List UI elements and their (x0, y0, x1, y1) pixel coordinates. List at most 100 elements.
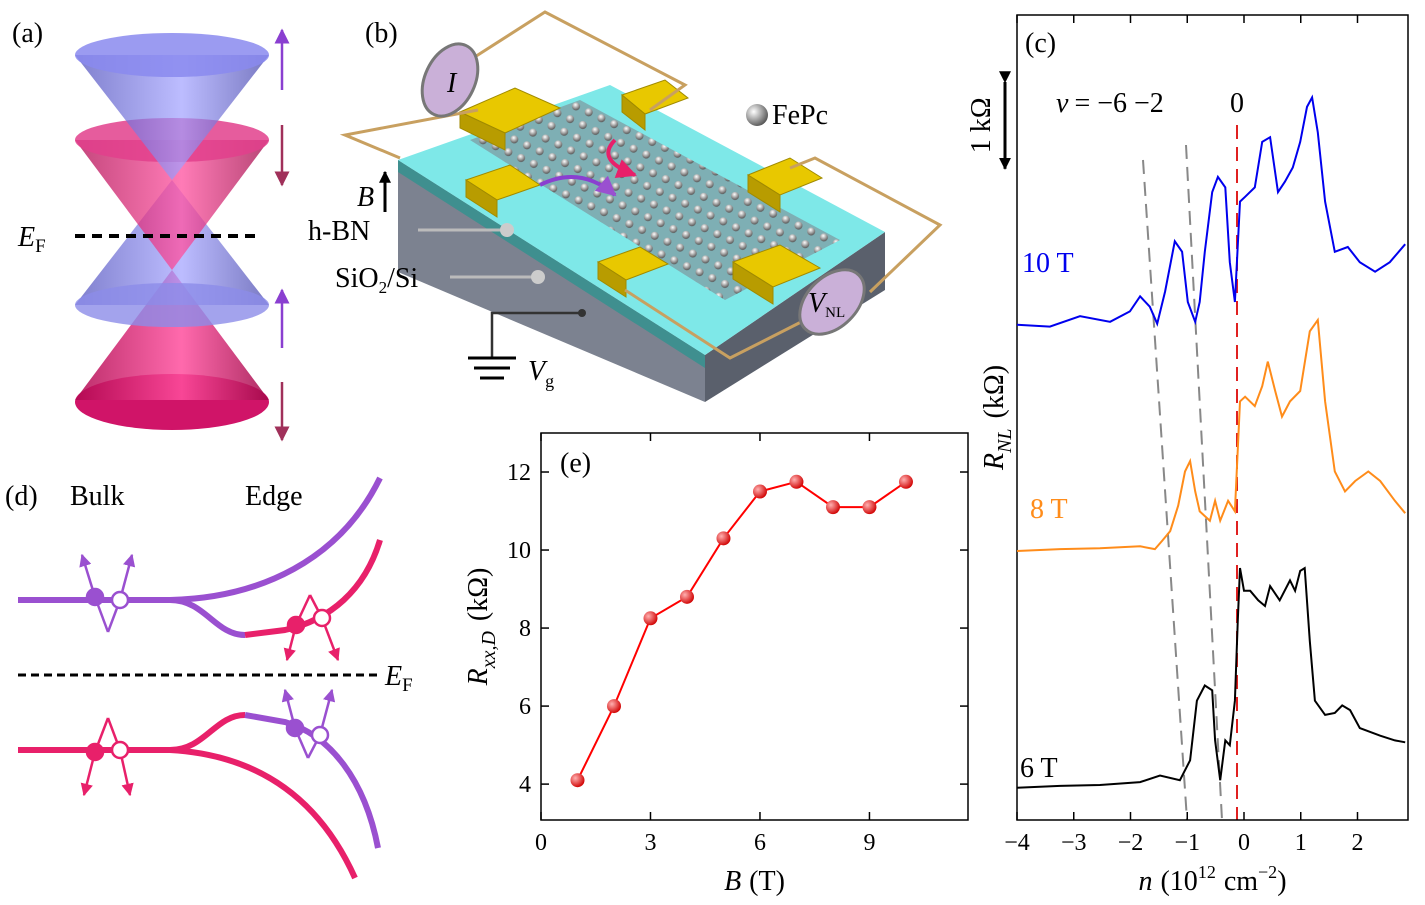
data-point (898, 474, 913, 489)
y-tick-label: 10 (507, 538, 531, 564)
x-tick-label: 3 (644, 830, 656, 856)
leader-dot (531, 270, 545, 284)
axis-label-part: (kΩ) (979, 365, 1010, 418)
y-tick-label: 6 (519, 694, 531, 720)
edge-label: Edge (245, 481, 303, 512)
axis-label-part: −2 (1258, 862, 1277, 882)
axis-label-part: (10 (1160, 866, 1197, 897)
axis-label-part: (T) (749, 866, 785, 897)
panel-label: (b) (365, 18, 398, 49)
symbol: E (384, 661, 402, 692)
subscript: F (402, 675, 413, 696)
x-tick-label: −3 (1061, 830, 1087, 856)
ammeter (420, 42, 480, 118)
cone (75, 55, 269, 180)
fermi-label: EF (384, 661, 413, 696)
y-tick-label: 12 (507, 460, 531, 486)
gate-contact (578, 309, 586, 317)
contact (747, 174, 781, 213)
symbol: V (808, 288, 828, 319)
x-axis-label: B (T) (724, 866, 785, 897)
data-point (606, 699, 621, 714)
current-label: I (446, 68, 458, 99)
axis-label-part: NL (994, 428, 1016, 453)
edge-states (18, 476, 383, 880)
axis-label-part: (kΩ) (463, 568, 494, 621)
series-line (1016, 566, 1406, 789)
data-point (679, 589, 694, 604)
band (18, 712, 246, 753)
bulk-label: Bulk (70, 481, 124, 512)
band (169, 476, 383, 603)
axis-label-part: ) (1277, 866, 1286, 897)
x-tick-label: 0 (535, 830, 547, 856)
wire (339, 108, 479, 160)
wire (789, 156, 943, 294)
x-tick-label: 9 (863, 830, 875, 856)
axis-label-part: xx,D (478, 631, 500, 670)
data-point (570, 773, 585, 788)
series-label: 6 T (1020, 753, 1058, 784)
data-point (643, 611, 658, 626)
data-point (862, 500, 877, 515)
subscript: NL (825, 305, 845, 321)
y-axis-label: RNL (kΩ) (979, 365, 1016, 471)
symbol: v (1056, 88, 1069, 119)
text: SiO (335, 263, 379, 294)
spin-markers (79, 553, 340, 797)
axis-label-part: R (463, 668, 494, 686)
axis-label-part: R (979, 453, 1010, 471)
series-line (1016, 94, 1406, 328)
plot-frame (540, 432, 969, 821)
contact (465, 179, 498, 218)
subscript: F (35, 236, 46, 257)
x-tick-label: 0 (1238, 830, 1250, 856)
wire (469, 10, 688, 112)
hbn-edge (398, 160, 705, 368)
x-tick-label: −1 (1174, 830, 1200, 856)
x-tick-label: 2 (1351, 830, 1363, 856)
substrate-label: SiO2/Si (335, 263, 418, 297)
filling-guide (1185, 144, 1223, 821)
x-tick-label: −2 (1118, 830, 1144, 856)
spin-current (539, 175, 617, 197)
wire (624, 288, 806, 360)
plot-frame (1016, 14, 1409, 821)
gate-label: Vg (528, 356, 554, 391)
molecule-icon (746, 104, 768, 126)
scale-bar-label: 1 kΩ (966, 97, 997, 153)
y-tick-label: 4 (519, 772, 531, 798)
filling-guide (1142, 159, 1188, 821)
axis-label-part: n (1138, 866, 1152, 897)
subscript: g (545, 371, 554, 391)
cone-top (75, 33, 269, 77)
text: = −6 −2 (1074, 88, 1163, 119)
leader-dot (500, 223, 514, 237)
ground (468, 356, 516, 380)
x-tick-label: 6 (754, 830, 766, 856)
x-tick-label: 1 (1295, 830, 1307, 856)
series-label: 10 T (1022, 248, 1074, 279)
contact (597, 261, 627, 298)
axis-label-part: cm (1224, 866, 1258, 897)
series-line (1016, 317, 1406, 552)
data-point (789, 474, 804, 489)
panel-label: (a) (12, 18, 43, 49)
axis-label-part: B (724, 866, 741, 897)
filling-label: 0 (1230, 88, 1244, 119)
contact (732, 261, 774, 305)
x-axis-label: n (1012 cm−2) (1138, 862, 1286, 897)
y-axis-label: Rxx,D (kΩ) (463, 568, 500, 687)
contact (621, 93, 646, 132)
fepc-molecules (470, 100, 840, 300)
band (169, 747, 358, 880)
subscript: 2 (379, 278, 388, 297)
filling-label: v = −6 −2 (1056, 88, 1164, 119)
data-line (576, 480, 907, 781)
dirac-cones: EF (17, 28, 290, 442)
panel-label: (e) (560, 448, 591, 479)
contacts (458, 79, 824, 305)
y-tick-label: 8 (519, 616, 531, 642)
text: /Si (387, 263, 418, 294)
